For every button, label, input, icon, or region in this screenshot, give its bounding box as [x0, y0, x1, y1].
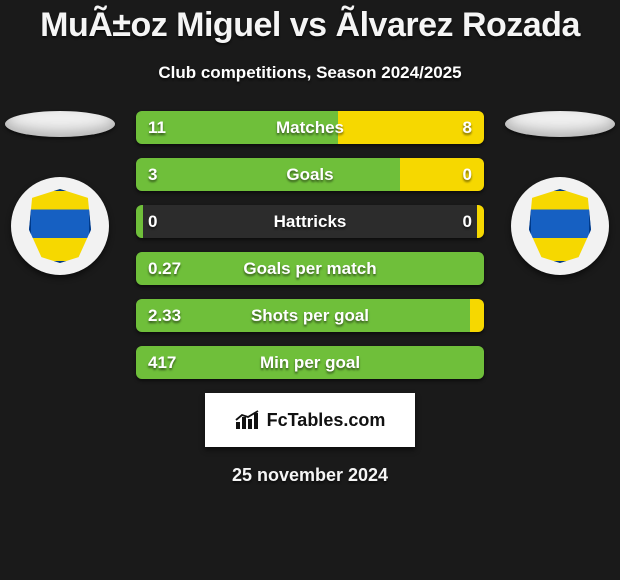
- player2-club-crest-icon: [511, 177, 609, 275]
- stat-value-player2: 0: [451, 158, 484, 191]
- snapshot-date: 25 november 2024: [0, 465, 620, 486]
- season-subtitle: Club competitions, Season 2024/2025: [0, 63, 620, 83]
- stat-row: Goals per match0.27: [136, 252, 484, 285]
- stat-value-player2: [460, 299, 484, 332]
- stat-label: Goals: [136, 158, 484, 191]
- stat-value-player1: 3: [136, 158, 169, 191]
- stat-value-player2: [460, 346, 484, 379]
- brand-text: FcTables.com: [267, 410, 386, 431]
- stat-row: Matches11 8: [136, 111, 484, 144]
- stat-row: Shots per goal2.33: [136, 299, 484, 332]
- brand-badge: FcTables.com: [205, 393, 415, 447]
- brand-chart-icon: [235, 410, 261, 430]
- player2-flag-icon: [505, 111, 615, 137]
- stat-row: Hattricks0 0: [136, 205, 484, 238]
- player2-column: [500, 111, 620, 275]
- stat-bars: Matches118Goals30Hattricks00Goals per ma…: [136, 111, 484, 379]
- stat-value-player2: 0: [451, 205, 484, 238]
- stat-row: Min per goal417: [136, 346, 484, 379]
- player1-column: [0, 111, 120, 275]
- stat-value-player1: 11: [136, 111, 178, 144]
- stat-label: Matches: [136, 111, 484, 144]
- player1-flag-icon: [5, 111, 115, 137]
- stat-row: Goals3 0: [136, 158, 484, 191]
- stat-value-player1: 0: [136, 205, 169, 238]
- stat-value-player1: 2.33: [136, 299, 193, 332]
- stat-value-player1: 417: [136, 346, 188, 379]
- stat-label: Hattricks: [136, 205, 484, 238]
- stat-value-player1: 0.27: [136, 252, 193, 285]
- stat-value-player2: [460, 252, 484, 285]
- stat-value-player2: 8: [451, 111, 484, 144]
- player1-club-crest-icon: [11, 177, 109, 275]
- comparison-card: MuÃ±oz Miguel vs Ãlvarez Rozada Club com…: [0, 0, 620, 580]
- main-panel: Matches118Goals30Hattricks00Goals per ma…: [0, 111, 620, 486]
- page-title: MuÃ±oz Miguel vs Ãlvarez Rozada: [0, 0, 620, 45]
